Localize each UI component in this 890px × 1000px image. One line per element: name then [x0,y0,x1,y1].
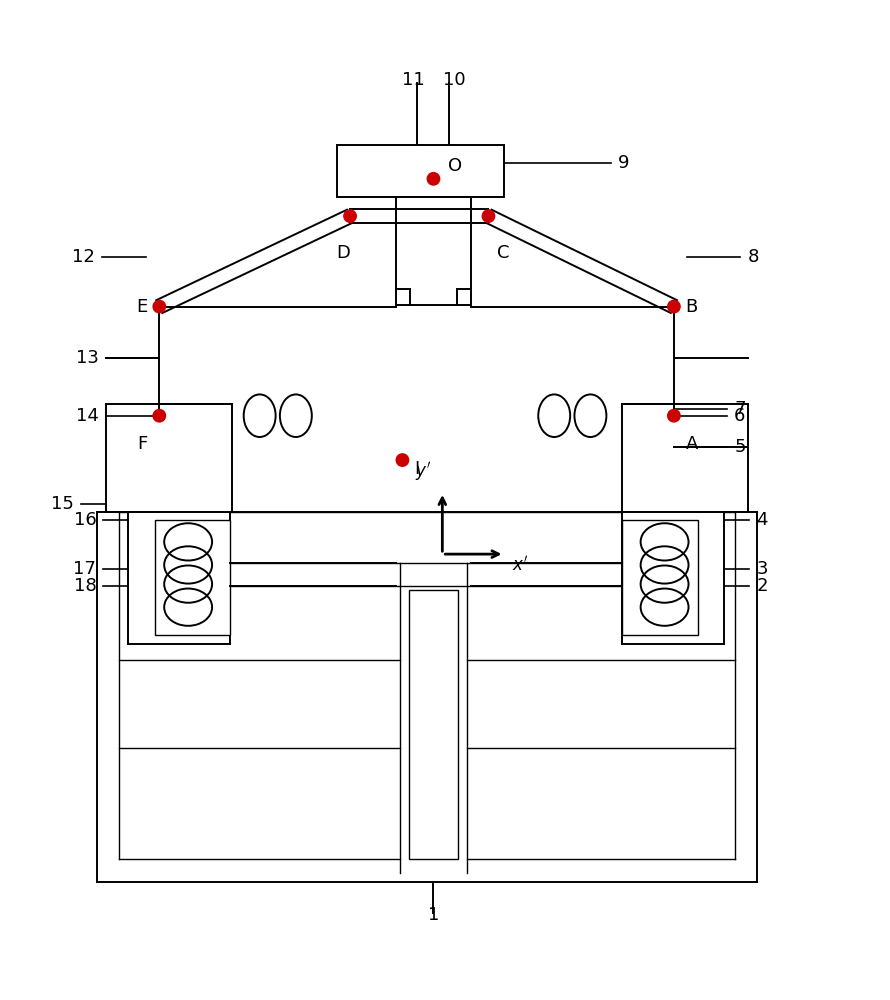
Text: 3: 3 [756,560,768,578]
Circle shape [153,410,166,422]
Circle shape [482,210,495,222]
Ellipse shape [279,394,311,437]
Text: 13: 13 [77,349,99,367]
Text: 7: 7 [734,400,746,418]
Text: 18: 18 [74,577,96,595]
Text: 17: 17 [74,560,96,578]
Text: 6: 6 [734,407,746,425]
Bar [409,590,458,859]
Ellipse shape [164,546,212,584]
Ellipse shape [244,394,276,437]
Text: $y'$: $y'$ [415,460,431,483]
Circle shape [668,300,680,313]
Text: 5: 5 [734,438,746,456]
Text: A: A [685,435,698,453]
Ellipse shape [641,589,689,626]
Text: 9: 9 [618,154,629,172]
Ellipse shape [164,565,212,603]
Text: 14: 14 [77,407,99,425]
Circle shape [396,454,409,466]
Text: F: F [138,435,148,453]
Text: E: E [136,298,148,316]
Circle shape [427,173,440,185]
Text: 1: 1 [428,906,439,924]
Circle shape [153,300,166,313]
Text: 2: 2 [756,577,768,595]
Bar [622,520,698,635]
Bar [396,197,471,305]
Text: $x'$: $x'$ [512,555,528,574]
Circle shape [668,410,680,422]
Bar [336,145,505,197]
Text: 16: 16 [74,511,96,529]
Text: B: B [685,298,698,316]
Circle shape [344,210,356,222]
Text: I: I [414,460,419,478]
Ellipse shape [164,523,212,561]
Text: D: D [336,244,350,262]
Text: C: C [498,244,510,262]
Ellipse shape [164,589,212,626]
Ellipse shape [574,394,606,437]
Text: 12: 12 [72,248,94,266]
Text: 8: 8 [748,248,759,266]
Text: 4: 4 [756,511,768,529]
Text: O: O [448,157,462,175]
Ellipse shape [641,565,689,603]
Text: 15: 15 [52,495,74,513]
Bar [155,520,231,635]
Ellipse shape [538,394,570,437]
Text: 10: 10 [442,71,465,89]
Ellipse shape [641,546,689,584]
Ellipse shape [641,523,689,561]
Text: 11: 11 [401,71,425,89]
